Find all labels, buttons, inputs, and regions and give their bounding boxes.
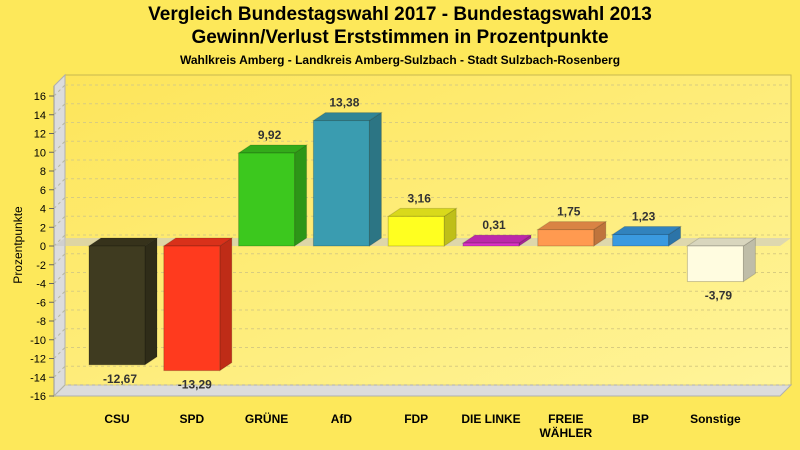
- gridline-side: [53, 159, 66, 172]
- bar-side: [294, 144, 308, 247]
- x-tick-label: BP: [632, 412, 649, 426]
- gridline-side: [53, 309, 66, 322]
- bar-sonstige: [685, 237, 758, 283]
- gridline-side: [53, 253, 66, 266]
- gridline-side: [53, 234, 66, 247]
- y-tick-label: 0: [40, 241, 46, 253]
- gridline-side: [53, 197, 66, 209]
- bar-top: [386, 207, 458, 217]
- bar-csu: [87, 237, 159, 366]
- x-tick-label: Sonstige: [690, 412, 741, 426]
- x-tick-label: DIE LINKE: [461, 412, 520, 426]
- x-tick-label: CSU: [104, 412, 129, 426]
- bar-front: [387, 215, 445, 247]
- x-tick-label: AfD: [331, 412, 353, 426]
- x-tick-label: WÄHLER: [539, 425, 592, 440]
- bar-front: [612, 233, 670, 247]
- y-tick-label: -14: [30, 372, 46, 384]
- y-tick-label: -6: [36, 297, 46, 309]
- y-tick-label: 6: [40, 185, 46, 197]
- bar-front: [537, 229, 595, 247]
- bar-front: [686, 245, 744, 283]
- bar-die-linke: [461, 234, 533, 247]
- value-label: 1,23: [632, 209, 656, 223]
- y-tick-label: -2: [36, 260, 46, 272]
- y-tick-label: -8: [36, 316, 46, 328]
- gridline-side: [53, 178, 66, 191]
- bar-side: [219, 237, 233, 372]
- value-label: -3,79: [705, 289, 733, 303]
- value-label: 9,92: [258, 128, 282, 142]
- bar-front: [163, 245, 221, 372]
- bar-spd: [162, 237, 234, 372]
- value-label: 0,31: [482, 218, 506, 232]
- bar-side: [144, 237, 158, 366]
- chart-subtitle: Gewinn/Verlust Erststimmen in Prozentpun…: [191, 27, 609, 48]
- gridline-side: [53, 122, 66, 134]
- bar-side: [368, 111, 382, 247]
- gridline-side: [53, 272, 66, 284]
- x-tick-label: GRÜNE: [245, 411, 288, 426]
- x-tick-label: FREIE: [548, 412, 583, 426]
- bar-top: [685, 237, 758, 247]
- chart-region-subtitle: Wahlkreis Amberg - Landkreis Amberg-Sulz…: [179, 53, 621, 67]
- bar-top: [236, 144, 309, 154]
- gridline-side: [53, 328, 66, 341]
- value-label: -13,29: [178, 378, 212, 392]
- bar-top: [461, 234, 533, 244]
- y-tick-label: 14: [34, 110, 46, 122]
- gridline-side: [53, 84, 66, 97]
- bar-bp: [610, 225, 683, 247]
- gridline-side: [53, 365, 66, 378]
- y-tick-label: -10: [30, 335, 46, 347]
- bar-top: [87, 237, 159, 247]
- y-tick-label: 4: [40, 204, 46, 216]
- y-axis-label: Prozentpunkte: [11, 206, 25, 284]
- y-tick-label: -12: [30, 354, 46, 366]
- bar-front: [312, 120, 370, 247]
- gridline-side: [53, 347, 66, 359]
- y-tick-label: 8: [40, 166, 46, 178]
- bar-front: [88, 245, 146, 366]
- value-label: 3,16: [408, 191, 432, 205]
- y-tick-label: -4: [36, 279, 46, 291]
- bar-fdp: [386, 207, 458, 247]
- value-label: 13,38: [329, 96, 359, 110]
- y-tick-label: 12: [34, 129, 46, 141]
- bar-front: [238, 152, 296, 247]
- y-tick-label: 16: [34, 91, 46, 103]
- y-tick-label: 2: [40, 222, 46, 234]
- side-wall: [53, 73, 66, 398]
- bar-top: [610, 225, 683, 235]
- bar-afd: [311, 111, 384, 247]
- y-tick-label: 10: [34, 147, 46, 159]
- x-tick-label: FDP: [404, 412, 428, 426]
- gridline-side: [53, 215, 66, 228]
- gridline-side: [53, 290, 66, 303]
- chart-title: Vergleich Bundestagswahl 2017 - Bundesta…: [148, 4, 652, 25]
- gridline-side: [53, 103, 66, 116]
- gridline-side: [53, 384, 66, 397]
- value-label: -12,67: [103, 372, 137, 386]
- bar-grüne: [236, 144, 309, 247]
- x-tick-label: SPD: [179, 412, 204, 426]
- gridline-side: [53, 140, 66, 153]
- value-label: 1,75: [557, 205, 581, 219]
- bar-front: [462, 242, 520, 247]
- bar-freie-wähler: [536, 220, 608, 247]
- bar-top: [311, 112, 384, 122]
- bar-top: [536, 221, 608, 231]
- floor: [52, 384, 793, 397]
- y-tick-label: -16: [30, 391, 46, 403]
- bar-top: [162, 237, 234, 247]
